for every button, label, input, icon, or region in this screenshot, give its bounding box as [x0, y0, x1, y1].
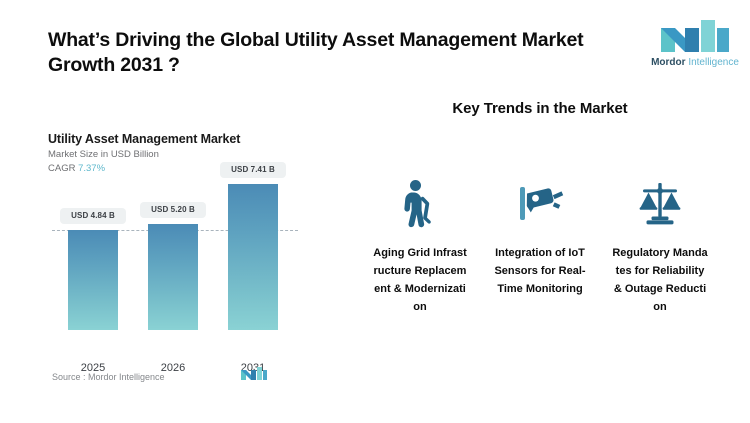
trends-row: Aging Grid Infrastructure Replacement & … [360, 178, 720, 316]
elderly-person-with-cane-icon [360, 178, 480, 230]
trends-panel: Key Trends in the Market Aging Grid Infr… [360, 100, 720, 400]
trend-label: Regulatory Mandates for Reliability & Ou… [612, 247, 708, 313]
chart-subtitle: Market Size in USD Billion [48, 149, 159, 160]
bar-group: USD 7.41 B 2031 [220, 162, 286, 374]
chart-cagr-value: 7.37% [78, 163, 106, 174]
bar-group: USD 5.20 B 2026 [140, 184, 206, 374]
mordor-mark-icon [240, 366, 268, 382]
brand-wordmark: Mordor Intelligence [651, 57, 739, 69]
bar-group: USD 4.84 B 2025 [60, 184, 126, 374]
page-title: What’s Driving the Global Utility Asset … [48, 29, 584, 76]
chart-title: Utility Asset Management Market [48, 132, 241, 146]
trend-card: Integration of IoT Sensors for Real-Time… [480, 178, 600, 316]
brand-logo: Mordor Intelligence [651, 18, 739, 74]
trend-label: Aging Grid Infrastructure Replacement & … [373, 247, 467, 313]
brand-word-secondary: Intelligence [688, 57, 739, 68]
chart-source: Source : Mordor Intelligence [52, 372, 165, 382]
bar [148, 224, 198, 330]
bar-chart-plot-area: USD 4.84 B 2025 USD 5.20 B 2026 USD 7.41… [48, 162, 298, 374]
trend-card: Regulatory Mandates for Reliability & Ou… [600, 178, 720, 316]
brand-word-primary: Mordor [651, 57, 686, 68]
chart-panel: Utility Asset Management Market Market S… [48, 132, 298, 387]
mordor-intelligence-logo-icon [659, 18, 731, 54]
bar-category-label: 2026 [160, 362, 186, 374]
bar [68, 230, 118, 330]
bar-value-label: USD 7.41 B [220, 162, 286, 178]
trend-card: Aging Grid Infrastructure Replacement & … [360, 178, 480, 316]
bar-value-label: USD 5.20 B [140, 202, 206, 218]
security-camera-icon [480, 178, 600, 230]
balance-scales-icon [600, 178, 720, 230]
trends-heading: Key Trends in the Market [452, 100, 628, 117]
trend-label: Integration of IoT Sensors for Real-Time… [494, 247, 586, 295]
bar-value-label: USD 4.84 B [60, 208, 126, 224]
header: What’s Driving the Global Utility Asset … [0, 0, 750, 92]
bar [228, 184, 278, 330]
chart-cagr-label: CAGR [48, 163, 76, 174]
chart-cagr: CAGR 7.37% [48, 163, 298, 174]
bar-category-label: 2025 [80, 362, 106, 374]
